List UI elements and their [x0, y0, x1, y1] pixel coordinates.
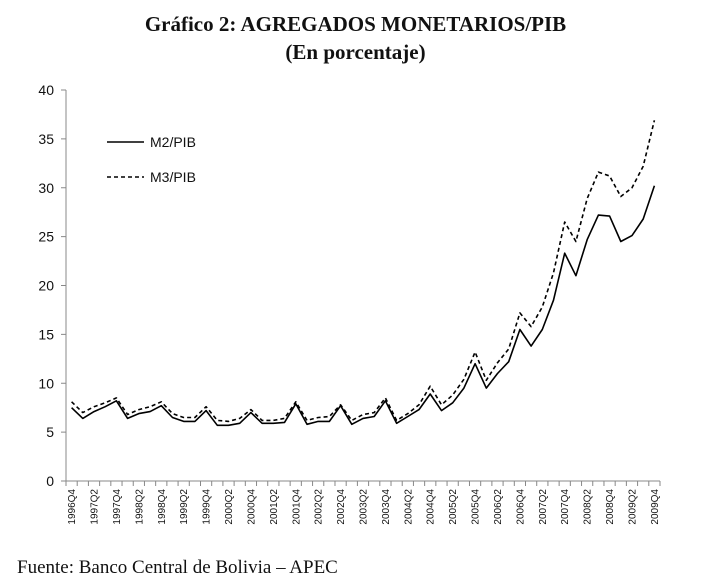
x-tick-label: 1998Q4: [157, 489, 168, 525]
x-axis-ticks: 1996Q4 1997Q2 1997Q4 1998Q2 1998Q4 1999Q2 1999…: [65, 481, 661, 525]
y-tick-label: 20: [38, 278, 54, 294]
x-tick-label: 2001Q4: [291, 489, 302, 525]
x-tick-label: 2002Q4: [336, 489, 347, 525]
x-tick-label: 2009Q4: [650, 489, 661, 525]
x-tick-label: 1997Q4: [112, 489, 123, 525]
x-tick-label: 2007Q4: [560, 489, 571, 525]
x-tick-label: 1999Q4: [202, 489, 213, 525]
chart-title: Gráfico 2: AGREGADOS MONETARIOS/PIB: [144, 12, 567, 36]
x-tick-label: 2008Q2: [583, 489, 594, 525]
series-lines: [71, 120, 656, 427]
y-tick-label: 30: [38, 180, 54, 196]
legend-label-m3: M3/PIB: [150, 169, 196, 185]
series-line-m3: [71, 120, 656, 423]
x-tick-label: 2007Q2: [538, 489, 549, 525]
y-tick-label: 40: [38, 82, 54, 98]
x-tick-label: 2006Q4: [515, 489, 526, 525]
x-tick-label: 2003Q2: [359, 489, 370, 525]
x-tick-label: 2005Q2: [448, 489, 459, 525]
chart-subtitle: (En porcentaje): [285, 40, 426, 64]
source-note: Fuente: Banco Central de Bolivia – APEC: [17, 557, 338, 578]
y-axis-ticks: 0 5 10 15 20 25 30 35 40: [38, 82, 66, 489]
x-tick-label: 2008Q4: [605, 489, 616, 525]
x-tick-label: 2005Q4: [471, 489, 482, 525]
x-tick-label: 2004Q4: [426, 489, 437, 525]
x-tick-label: 2000Q4: [246, 489, 257, 525]
y-tick-label: 5: [46, 424, 54, 440]
x-tick-label: 2003Q4: [381, 489, 392, 525]
legend-label-m2: M2/PIB: [150, 134, 196, 150]
x-tick-label: 1999Q2: [179, 489, 190, 525]
y-tick-label: 35: [38, 131, 54, 147]
x-tick-label: 2004Q2: [403, 489, 414, 525]
x-tick-label: 2000Q2: [224, 489, 235, 525]
y-tick-label: 10: [38, 375, 54, 391]
x-tick-label: 2001Q2: [269, 489, 280, 525]
legend: M2/PIB M3/PIB: [107, 134, 196, 185]
y-tick-label: 25: [38, 229, 54, 245]
y-tick-label: 15: [38, 326, 54, 342]
x-tick-label: 1997Q2: [90, 489, 101, 525]
x-tick-label: 1996Q4: [67, 489, 78, 525]
y-tick-label: 0: [46, 473, 54, 489]
series-line-m2: [71, 185, 656, 427]
x-tick-label: 2009Q2: [627, 489, 638, 525]
x-tick-label: 2006Q2: [493, 489, 504, 525]
x-tick-label: 1998Q2: [134, 489, 145, 525]
x-tick-label: 2002Q2: [314, 489, 325, 525]
